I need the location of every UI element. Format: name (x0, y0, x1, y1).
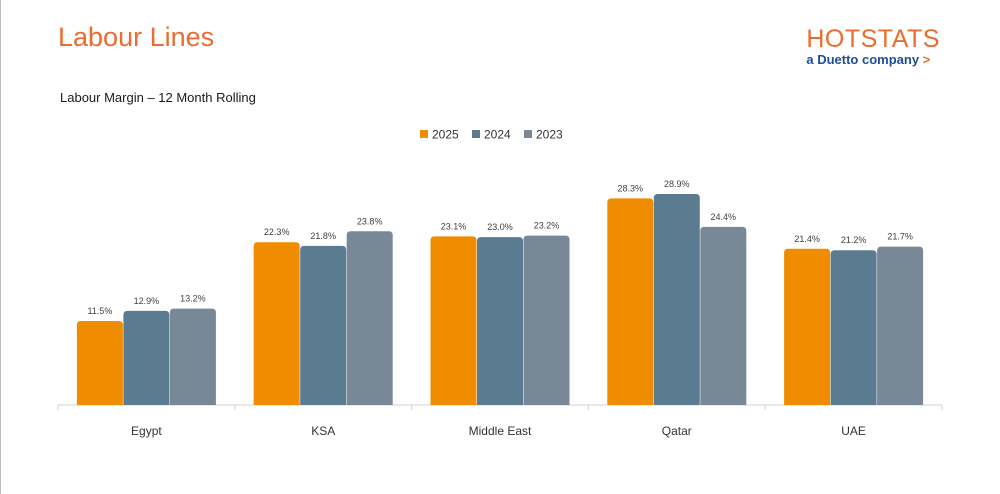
data-label: 11.5% (87, 306, 112, 316)
brand-tagline-text: a Duetto company (806, 52, 920, 67)
brand-logo: HOTSTATS a Duetto company > (806, 26, 940, 67)
bar-2025-middle-east (430, 236, 477, 405)
data-label: 22.3% (264, 227, 290, 237)
data-label: 21.7% (887, 232, 913, 242)
data-label: 23.2% (534, 221, 560, 231)
bar-2024-uae (830, 250, 877, 405)
data-label: 12.9% (134, 296, 160, 306)
data-label: 23.8% (357, 216, 383, 226)
legend-swatch-2023 (524, 130, 532, 138)
legend-label-2023: 2023 (536, 128, 563, 142)
bar-2024-egypt (123, 310, 170, 405)
legend-swatch-2024 (472, 130, 480, 138)
bar-2023-egypt (169, 308, 216, 405)
data-label: 28.9% (664, 179, 690, 189)
data-label: 21.2% (841, 235, 867, 245)
chart-title: Labour Margin – 12 Month Rolling (60, 90, 256, 105)
data-label: 13.2% (180, 294, 206, 304)
bar-2025-ksa (253, 242, 300, 405)
bar-2024-qatar (653, 194, 700, 405)
legend-swatch-2025 (420, 130, 428, 138)
data-label: 28.3% (618, 183, 644, 193)
brand-arrow-icon: > (922, 52, 931, 67)
data-label: 24.4% (711, 212, 737, 222)
data-label: 23.1% (441, 221, 467, 231)
slide-edge (0, 0, 1, 494)
bar-2023-uae (877, 246, 924, 405)
brand-tagline: a Duetto company > (806, 52, 940, 67)
bar-2023-qatar (700, 226, 747, 405)
x-tick-label: Middle East (469, 424, 532, 438)
data-label: 21.4% (794, 234, 820, 244)
bar-2025-qatar (607, 198, 654, 405)
bar-2023-middle-east (523, 235, 570, 405)
x-tick-label: Egypt (131, 424, 162, 438)
data-label: 23.0% (487, 222, 513, 232)
x-tick-label: KSA (311, 424, 335, 438)
brand-wordmark: HOTSTATS (806, 25, 940, 53)
bar-2025-uae (784, 248, 831, 405)
data-label: 21.8% (310, 231, 336, 241)
x-tick-label: UAE (841, 424, 866, 438)
bar-2023-ksa (346, 231, 393, 405)
legend-label-2024: 2024 (484, 128, 511, 142)
x-tick-label: Qatar (662, 424, 692, 438)
legend-label-2025: 2025 (432, 128, 459, 142)
bar-2024-ksa (300, 245, 347, 405)
bar-2024-middle-east (477, 237, 523, 405)
bar-2025-egypt (76, 321, 123, 405)
page-title: Labour Lines (58, 22, 215, 52)
